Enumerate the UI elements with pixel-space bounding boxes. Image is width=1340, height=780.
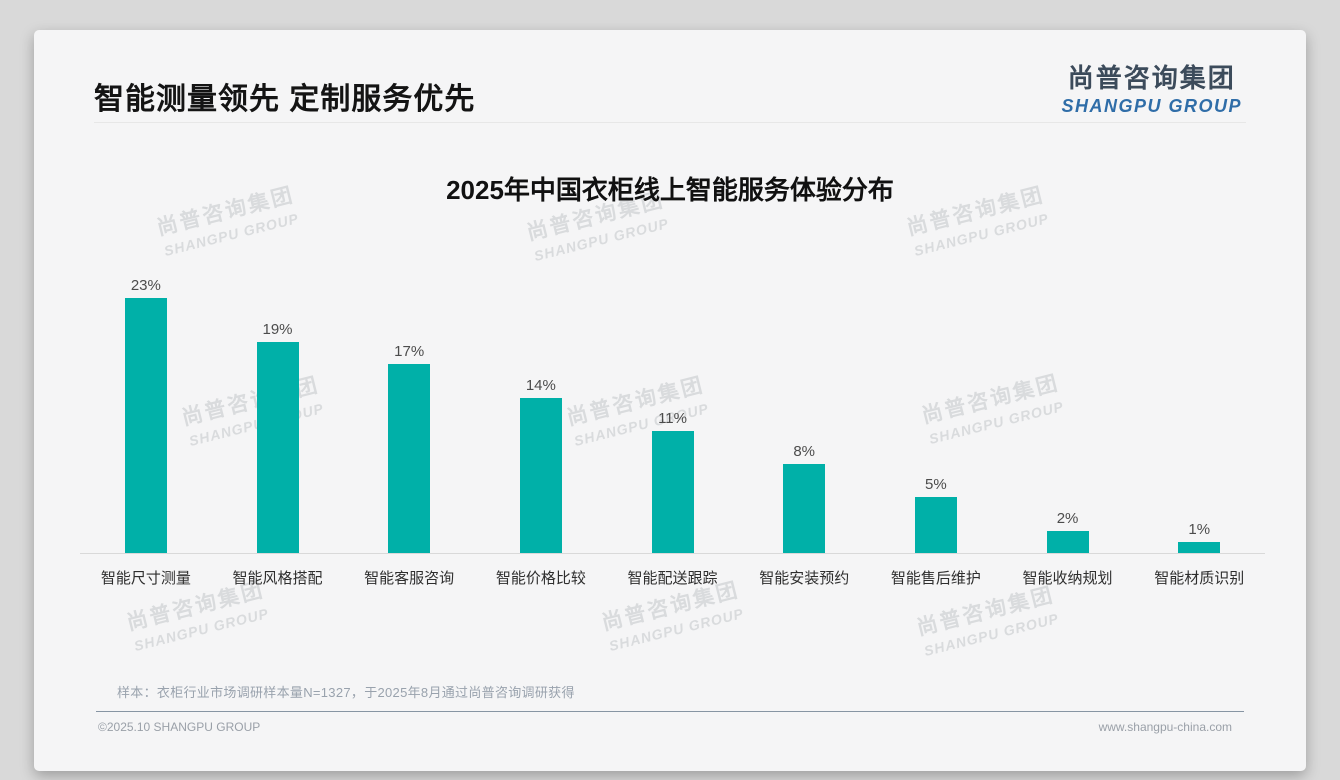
- x-axis-label: 智能价格比较: [495, 570, 586, 587]
- bar-value-label: 19%: [262, 321, 293, 338]
- bar: [914, 497, 957, 553]
- x-axis-label: 智能风格搭配: [232, 570, 323, 587]
- slide-card: 智能测量领先 定制服务优先 尚普咨询集团 SHANGPU GROUP 尚普咨询集…: [34, 30, 1306, 771]
- bar-group: 2%: [1002, 250, 1134, 553]
- bar-value-label: 23%: [130, 277, 161, 294]
- bar: [783, 464, 826, 553]
- website-link[interactable]: www.shangpu-china.com: [1098, 720, 1232, 734]
- bar-value-label: 14%: [525, 377, 556, 394]
- bar-group: 23%: [80, 250, 212, 553]
- bar: [1178, 542, 1221, 553]
- bar-group: 8%: [738, 250, 870, 553]
- x-axis-label: 智能售后维护: [890, 570, 981, 587]
- bar-value-label: 17%: [394, 343, 425, 360]
- bar: [1046, 531, 1089, 553]
- x-axis-label: 智能收纳规划: [1022, 570, 1113, 587]
- x-axis-labels: 智能尺寸测量 智能风格搭配 智能客服咨询 智能价格比较 智能配送跟踪 智能安装预约 智能售后…: [80, 554, 1265, 588]
- bar-value-label: 11%: [658, 410, 687, 427]
- bar: [256, 342, 299, 553]
- bar-group: 5%: [870, 250, 1002, 553]
- bar-group: 17%: [343, 250, 475, 553]
- x-axis-label: 智能尺寸测量: [100, 570, 191, 587]
- company-logo: 尚普咨询集团 SHANGPU GROUP: [1061, 58, 1242, 117]
- x-axis-label: 智能材质识别: [1154, 570, 1245, 587]
- bar: [651, 431, 694, 553]
- bar-chart: 23% 19% 17% 14% 11% 8% 5% 2% 1% 智能尺寸测量 智能风格搭配 智能客服…: [80, 250, 1265, 588]
- bar-group: 19%: [212, 250, 344, 553]
- bar-value-label: 1%: [1188, 521, 1211, 538]
- watermark-english-text: SHANGPU GROUP: [132, 605, 271, 655]
- logo-chinese-text: 尚普咨询集团: [1067, 63, 1236, 93]
- bar-group: 11%: [607, 250, 739, 553]
- bar-value-label: 5%: [925, 476, 947, 493]
- bar-group: 1%: [1133, 250, 1265, 553]
- x-axis-line: [80, 553, 1265, 554]
- x-axis-label: 智能安装预约: [759, 570, 850, 587]
- footer-divider: [96, 711, 1244, 712]
- chart-plot-area: 23% 19% 17% 14% 11% 8% 5% 2% 1%: [80, 250, 1265, 553]
- chart-title: 2025年中国衣柜线上智能服务体验分布: [446, 175, 894, 205]
- bar-value-label: 8%: [793, 443, 816, 460]
- page-title: 智能测量领先 定制服务优先: [94, 83, 476, 116]
- bar-value-label: 2%: [1056, 510, 1079, 527]
- sample-note: 样本：衣柜行业市场调研样本量N=1327，于2025年8月通过尚普咨询调研获得: [117, 685, 575, 700]
- footer: ©2025.10 SHANGPU GROUP www.shangpu-china…: [98, 720, 1232, 734]
- watermark-english-text: SHANGPU GROUP: [607, 605, 746, 655]
- copyright-text: ©2025.10 SHANGPU GROUP: [98, 720, 261, 734]
- bar: [388, 364, 431, 553]
- x-axis-label: 智能客服咨询: [364, 570, 455, 587]
- bar-group: 14%: [475, 250, 607, 553]
- logo-english-text: SHANGPU GROUP: [1061, 96, 1242, 116]
- bar: [124, 298, 167, 553]
- bar: [519, 398, 562, 553]
- header-divider: [94, 122, 1246, 123]
- x-axis-label: 智能配送跟踪: [627, 570, 718, 587]
- watermark-english-text: SHANGPU GROUP: [922, 610, 1061, 660]
